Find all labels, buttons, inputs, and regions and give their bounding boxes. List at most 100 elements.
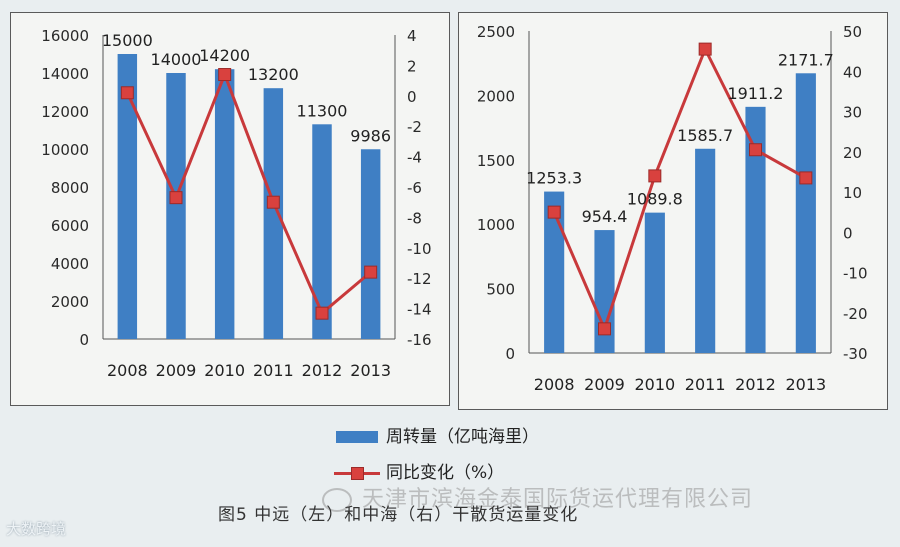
watermark-text: 天津市滨海金泰国际货运代理有限公司: [362, 487, 754, 512]
left-chart-data-label: 13200: [248, 65, 299, 84]
left-chart-data-label: 15000: [102, 31, 153, 50]
left-chart-left-tick-label: 6000: [51, 217, 89, 235]
legend-line-swatch: [334, 466, 380, 480]
left-chart-right-tick-label: -4: [407, 149, 422, 167]
left-chart-left-tick-label: 14000: [41, 65, 89, 83]
legend-bar-swatch: [336, 431, 378, 443]
left-chart-yoy-marker: [315, 306, 329, 320]
right-chart-right-tick-label: 50: [843, 23, 862, 41]
right-chart-right-tick-label: -30: [843, 345, 868, 363]
right-chart-yoy-marker: [648, 169, 662, 183]
left-chart-left-tick-label: 4000: [51, 255, 89, 273]
right-chart-category-label: 2011: [685, 375, 726, 394]
left-chart-bar: [312, 124, 332, 339]
left-chart-left-tick-label: 0: [79, 331, 89, 349]
right-chart-left-tick-label: 0: [505, 345, 515, 363]
right-chart-data-label: 1911.2: [728, 84, 784, 103]
left-chart-yoy-marker: [218, 68, 232, 82]
left-chart-bar: [117, 54, 138, 339]
right-chart-right-tick-label: -10: [843, 265, 868, 283]
right-chart-category-label: 2010: [634, 375, 675, 394]
left-chart-category-label: 2010: [204, 361, 245, 380]
left-chart-left-tick-label: 16000: [41, 27, 89, 45]
left-chart-bar: [263, 88, 284, 339]
right-chart-category-label: 2013: [785, 375, 826, 394]
right-chart-bar: [644, 212, 665, 353]
right-chart-left-tick-label: 2000: [477, 87, 515, 105]
left-chart-left-tick-label: 12000: [41, 103, 89, 121]
right-chart-data-label: 1585.7: [677, 126, 733, 145]
left-chart-bar: [214, 69, 235, 339]
right-chart-left-tick-label: 1000: [477, 216, 515, 234]
left-chart-data-label: 9986: [350, 126, 391, 145]
legend-bar-label: 周转量（亿吨海里）: [386, 427, 539, 447]
right-chart-right-tick-label: 0: [843, 224, 853, 242]
legend-bar-entry: 周转量（亿吨海里）: [336, 422, 539, 447]
left-chart-data-label: 14200: [199, 46, 250, 65]
right-chart-right-tick-label: 30: [843, 104, 862, 122]
legend-line-label: 同比变化（%）: [386, 463, 505, 483]
left-chart-left-tick-label: 10000: [41, 141, 89, 159]
left-chart-right-tick-label: -10: [407, 240, 432, 258]
right-chart-data-label: 2171.7: [778, 50, 834, 69]
left-chart-right-tick-label: 0: [407, 88, 417, 106]
left-chart-category-label: 2013: [350, 361, 391, 380]
left-chart-category-label: 2011: [253, 361, 294, 380]
left-chart-bar: [360, 149, 381, 339]
left-chart-right-tick-label: -6: [407, 179, 422, 197]
right-chart-category-label: 2008: [534, 375, 575, 394]
right-chart-svg: 0 500 1000 1500 2000 2500 -30 -20 -10 0 10 20 30 40 50…: [477, 23, 868, 394]
left-chart-yoy-line: [125, 70, 372, 316]
left-chart-yoy-marker: [169, 191, 183, 205]
right-chart-right-tick-label: -20: [843, 305, 868, 323]
right-chart-left-tick-label: 1500: [477, 152, 515, 170]
left-chart-yoy-marker: [266, 195, 280, 209]
right-chart-category-label: 2009: [584, 375, 625, 394]
left-chart-right-tick-label: -12: [407, 270, 432, 288]
right-chart-right-tick-label: 10: [843, 184, 862, 202]
left-chart-right-tick-label: -2: [407, 118, 422, 136]
watermark: 天津市滨海金泰国际货运代理有限公司: [322, 481, 753, 513]
left-chart-bar: [166, 73, 186, 339]
left-chart-category-label: 2009: [156, 361, 197, 380]
right-chart-panel: 0 500 1000 1500 2000 2500 -30 -20 -10 0 10 20 30 40 50…: [458, 12, 888, 410]
right-chart-left-tick-label: 2500: [477, 23, 515, 41]
left-chart-panel: 0 2000 4000 6000 8000 10000 12000 14000 16000 -16…: [10, 12, 450, 406]
wechat-icon: [322, 488, 352, 512]
left-chart-data-label: 14000: [151, 50, 202, 69]
right-chart-right-tick-label: 20: [843, 144, 862, 162]
left-chart-right-tick-label: -16: [407, 331, 432, 349]
right-chart-yoy-marker: [598, 322, 611, 336]
right-chart-yoy-marker: [547, 205, 561, 219]
left-chart-left-tick-label: 2000: [51, 293, 89, 311]
corner-logo: 大数跨境: [6, 520, 67, 538]
left-chart-yoy-marker: [364, 265, 378, 279]
left-chart-yoy-marker: [120, 86, 134, 100]
left-chart-left-tick-label: 8000: [51, 179, 89, 197]
left-chart-svg: 0 2000 4000 6000 8000 10000 12000 14000 16000 -16…: [41, 27, 432, 380]
right-chart-right-tick-label: 40: [843, 63, 862, 81]
right-chart-bar: [544, 191, 565, 353]
right-chart-bar: [695, 148, 716, 353]
right-chart-data-label: 1089.8: [627, 190, 683, 209]
right-chart-data-label: 1253.3: [526, 169, 582, 188]
left-chart-category-label: 2012: [302, 361, 343, 380]
right-chart-left-tick-label: 500: [486, 281, 515, 299]
left-chart-right-tick-label: -14: [407, 301, 432, 319]
right-chart-bar: [745, 106, 766, 354]
figure-caption: 图5 中远（左）和中海（右）干散货运量变化: [218, 505, 579, 525]
right-chart-yoy-marker: [698, 42, 712, 56]
left-chart-data-label: 11300: [297, 101, 348, 120]
left-chart-category-label: 2008: [107, 361, 148, 380]
left-chart-right-tick-label: 4: [407, 27, 417, 45]
right-chart-yoy-marker: [799, 171, 813, 185]
left-chart-right-tick-label: 2: [407, 57, 417, 75]
legend-line-entry: 同比变化（%）: [334, 458, 504, 483]
right-chart-bar: [795, 73, 816, 354]
right-chart-data-label: 954.4: [582, 207, 628, 226]
right-chart-bar: [594, 230, 615, 353]
right-chart-category-label: 2012: [735, 375, 776, 394]
left-chart-right-tick-label: -8: [407, 209, 422, 227]
right-chart-yoy-line: [552, 45, 807, 334]
right-chart-yoy-marker: [749, 143, 762, 157]
